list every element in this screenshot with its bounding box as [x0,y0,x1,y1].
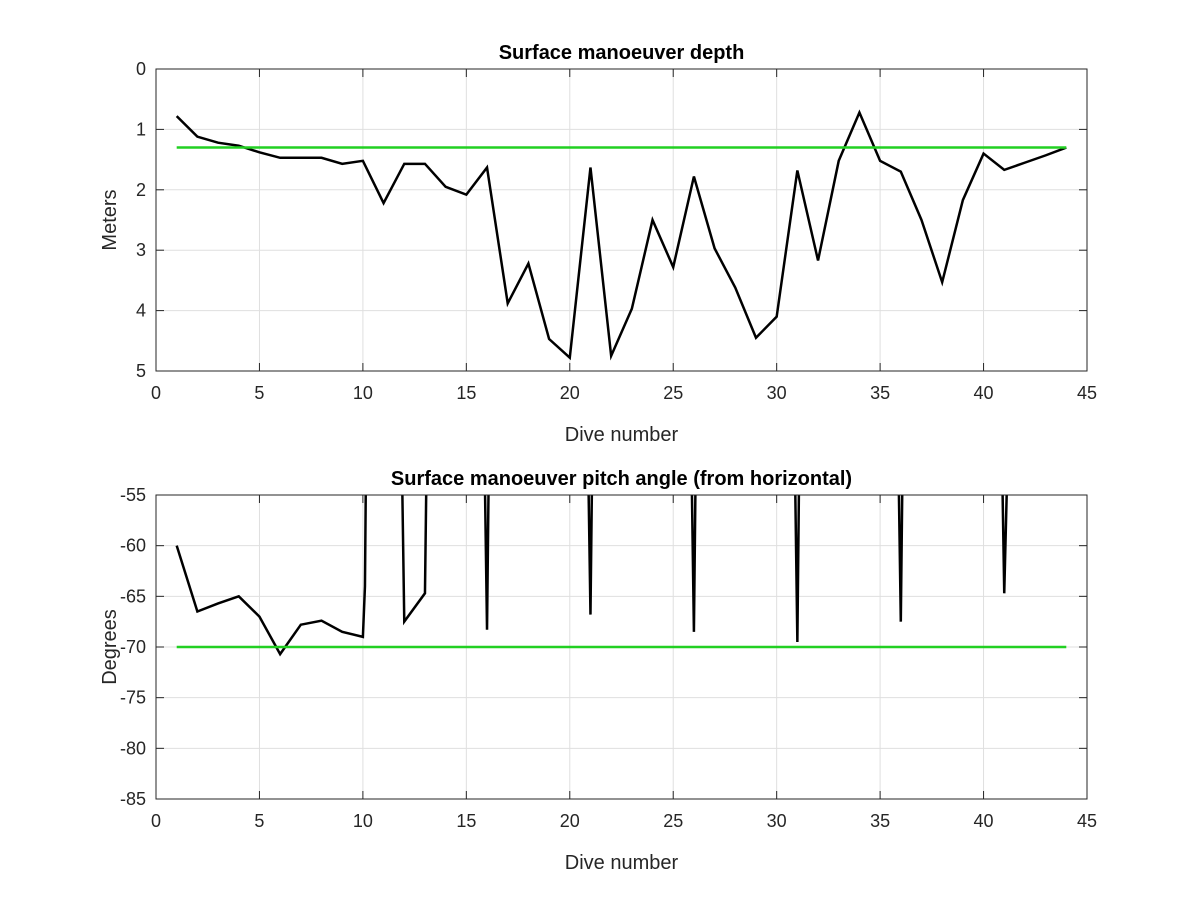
y-tick-label: -65 [120,586,146,606]
pitch-chart: 0 5 10 15 20 25 30 35 40 45-55-60-65-70-75-80-85 … [99,468,1097,874]
x-tick-label: 35 [870,811,890,831]
x-tick-label: 5 [254,383,264,403]
y-tick-label: 2 [136,180,146,200]
x-tick-label: 10 [353,811,373,831]
y-axis-label: Degrees [99,609,121,685]
y-tick-label: -85 [120,789,146,809]
x-tick-label: 10 [353,383,373,403]
x-tick-label: 40 [974,383,994,403]
x-tick-label: 20 [560,811,580,831]
x-tick-label: 35 [870,383,890,403]
x-tick-label: 25 [663,811,683,831]
x-tick-label: 30 [767,383,787,403]
data-series-line [175,495,1008,657]
x-tick-label: 0 [151,811,161,831]
y-tick-label: -70 [120,637,146,657]
y-tick-label: 1 [136,119,146,139]
x-tick-label: 5 [254,811,264,831]
y-tick-label: -75 [120,688,146,708]
x-tick-label: 30 [767,811,787,831]
x-tick-label: 45 [1077,811,1097,831]
y-tick-label: 5 [136,361,146,381]
x-tick-label: 15 [456,383,476,403]
y-tick-label: -60 [120,536,146,556]
axes-frame [155,68,1088,372]
y-tick-label: -55 [120,485,146,505]
y-tick-label: 3 [136,240,146,260]
chart-title: Surface manoeuver pitch angle (from hori… [391,468,852,490]
y-tick-label: 0 [136,59,146,79]
x-tick-label: 20 [560,383,580,403]
x-tick-label: 40 [974,811,994,831]
x-tick-label: 25 [663,383,683,403]
x-axis-label: Dive number [565,424,679,446]
chart-title: Surface manoeuver depth [499,42,745,64]
y-tick-label: -80 [120,738,146,758]
y-tick-label: 4 [136,301,146,321]
x-axis-label: Dive number [565,852,679,874]
data-series-line [175,109,1067,361]
x-tick-label: 0 [151,383,161,403]
x-tick-label: 15 [456,811,476,831]
y-axis-label: Meters [99,189,121,250]
x-tick-label: 45 [1077,383,1097,403]
